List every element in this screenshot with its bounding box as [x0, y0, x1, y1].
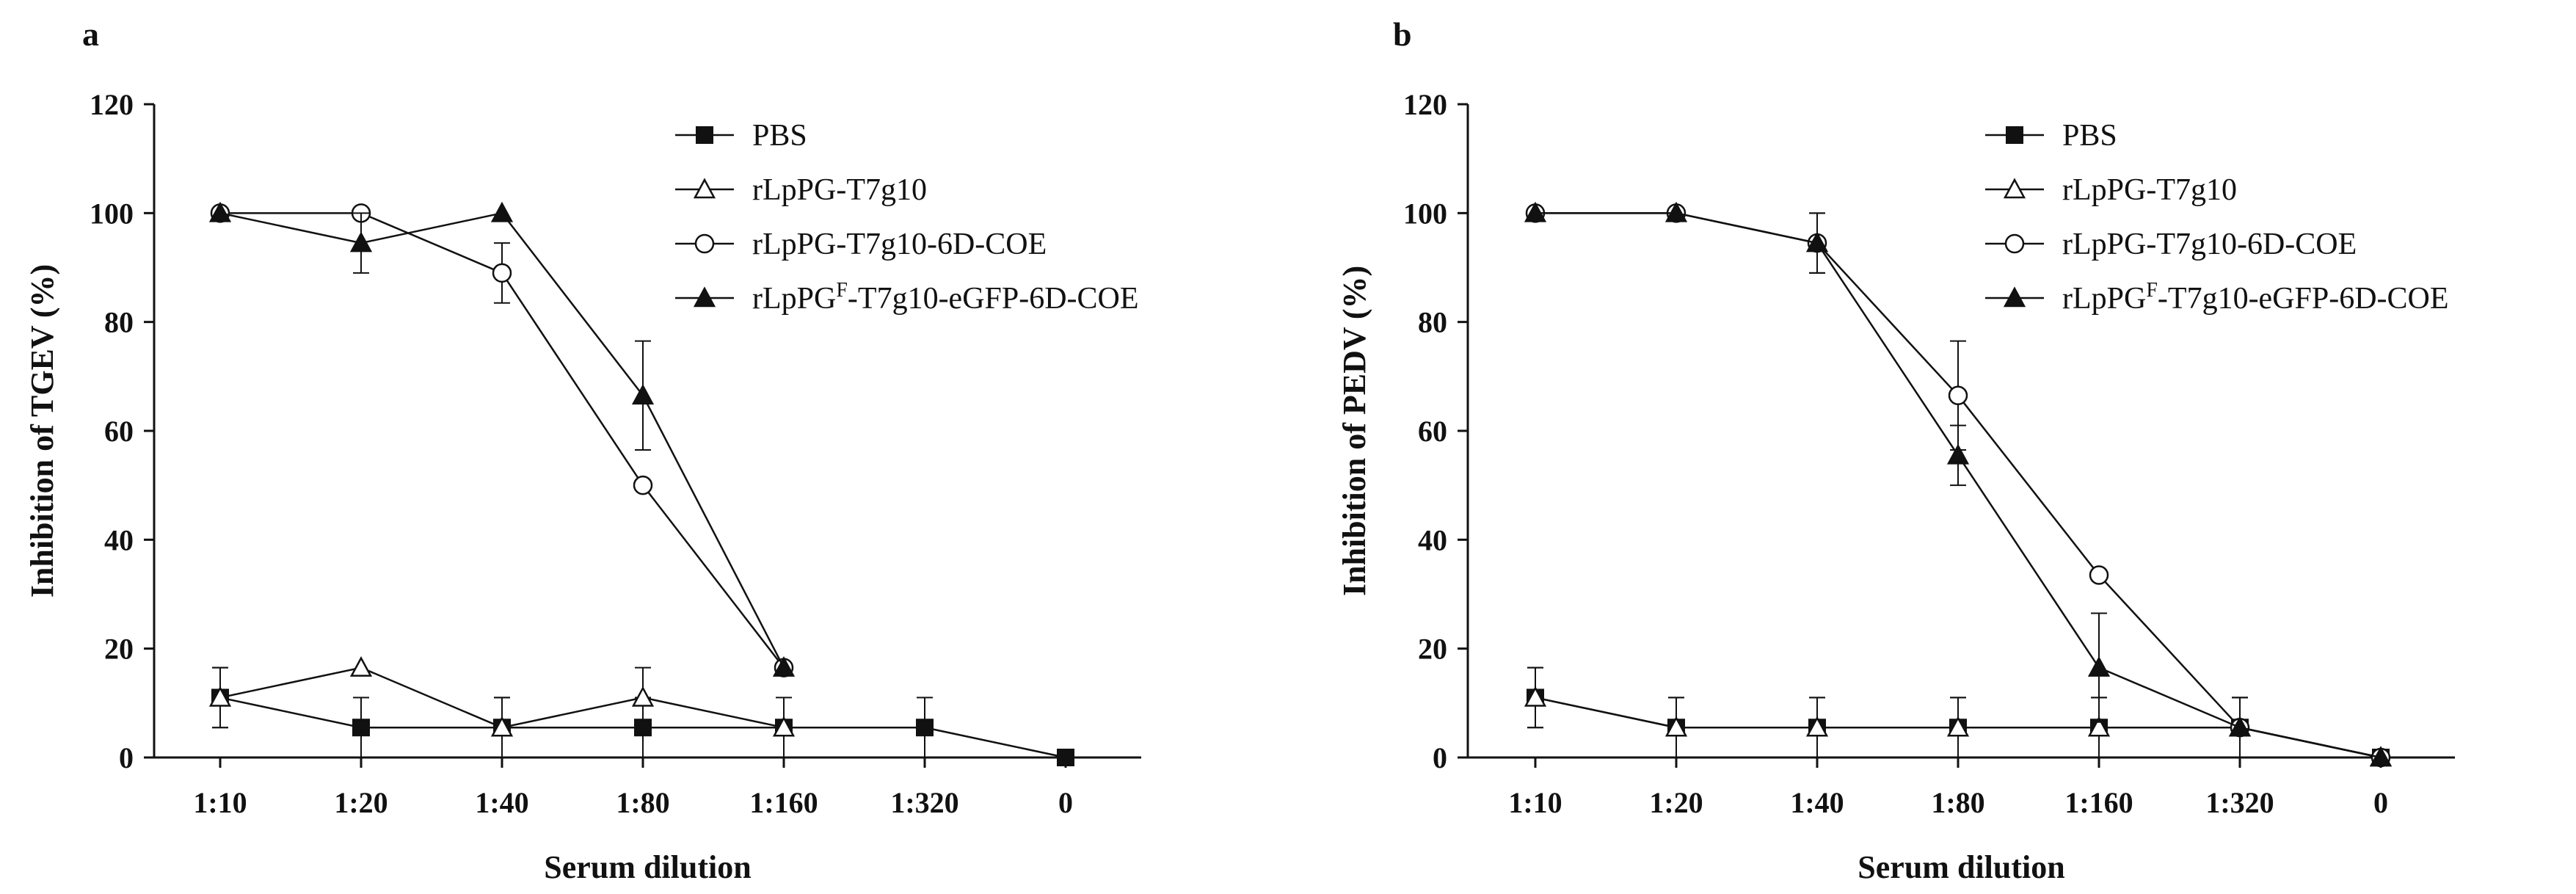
legend-entry: PBS: [752, 119, 807, 153]
marker-triangle: [693, 178, 716, 199]
x-tick-label: 1:40: [475, 786, 528, 819]
legend-entry: rLpPGF-T7g10-eGFP-6D-COE: [752, 279, 1139, 316]
marker-triangle: [2003, 178, 2026, 199]
legend-entry: rLpPG-T7g10-6D-COE: [2062, 228, 2357, 261]
series-3: [1524, 201, 2393, 767]
marker-square: [2006, 126, 2023, 144]
legend-entry: rLpPG-T7g10: [752, 173, 927, 207]
marker-square: [696, 126, 713, 144]
legend-entry-suffix: -T7g10-eGFP-6D-COE: [848, 282, 1139, 316]
marker-triangle: [631, 384, 655, 405]
marker-triangle: [1524, 201, 1547, 222]
marker-triangle: [2228, 716, 2252, 737]
x-tick-label: 1:40: [1790, 786, 1844, 819]
y-tick-label: 0: [119, 741, 134, 774]
legend: PBS rLpPG-T7g10 rLpPG-T7g10-6D-COE rLpPGF-T…: [675, 119, 1139, 316]
marker-triangle: [1805, 231, 1829, 252]
series-2: [210, 203, 794, 677]
panel-label: b: [1393, 15, 1412, 53]
legend-entry-superscript: F: [2146, 279, 2158, 302]
y-tick-label: 80: [104, 306, 134, 339]
x-tick-label: 1:320: [2205, 786, 2274, 819]
marker-circle: [492, 263, 512, 283]
y-tick-label: 40: [104, 523, 134, 556]
legend-entry: rLpPG-T7g10-6D-COE: [752, 228, 1047, 261]
marker-triangle: [349, 231, 373, 252]
marker-triangle: [631, 686, 655, 707]
y-tick-label: 20: [1418, 633, 1447, 666]
series-1: [1524, 666, 2393, 767]
marker-circle: [2089, 565, 2109, 585]
marker-triangle: [490, 201, 514, 222]
marker-circle: [633, 475, 653, 495]
y-axis-title: Inhibition of TGEV (%): [24, 264, 60, 597]
marker-square: [1057, 749, 1074, 766]
y-tick-label: 20: [104, 633, 134, 666]
marker-triangle: [2369, 746, 2393, 767]
legend: PBS rLpPG-T7g10 rLpPG-T7g10-6D-COE rLpPGF-T…: [1985, 119, 2449, 316]
y-tick-label: 0: [1433, 741, 1447, 774]
chart-panel-a: a 0 20 40 60 80 100 120 1:10 1:20 1:40 1:80 1:160 1:3…: [24, 15, 1141, 885]
x-tick-label: 0: [1058, 786, 1073, 819]
y-tick-label: 100: [1403, 197, 1447, 230]
legend-entry: rLpPGF-T7g10-eGFP-6D-COE: [2062, 279, 2449, 316]
y-tick-label: 120: [90, 88, 134, 121]
panel-label: a: [82, 15, 99, 53]
legend-entry: PBS: [2062, 119, 2117, 153]
legend-entry-superscript: F: [836, 279, 848, 302]
x-tick-label: 1:20: [1649, 786, 1703, 819]
x-tick-label: 1:20: [334, 786, 388, 819]
y-tick-label: 80: [1418, 306, 1447, 339]
y-tick-label: 60: [1418, 415, 1447, 448]
y-axis-title: Inhibition of PEDV (%): [1336, 266, 1372, 596]
marker-triangle: [2003, 286, 2026, 308]
marker-triangle: [1524, 686, 1547, 707]
series-1: [208, 655, 796, 758]
marker-triangle: [772, 716, 796, 737]
y-tick-label: 100: [90, 197, 134, 230]
x-axis-title: Serum dilution: [1858, 849, 2064, 885]
x-axis-title: Serum dilution: [544, 849, 751, 885]
legend-entry-name: rLpPG: [2062, 282, 2146, 316]
marker-triangle: [772, 655, 796, 677]
marker-triangle: [2087, 655, 2111, 677]
legend-entry-suffix: -T7g10-eGFP-6D-COE: [2158, 282, 2449, 316]
x-tick-label: 1:160: [2064, 786, 2133, 819]
marker-circle: [2004, 233, 2025, 254]
legend-entry: rLpPG-T7g10: [2062, 173, 2237, 207]
marker-square: [916, 719, 934, 737]
y-tick-label: 40: [1418, 523, 1447, 556]
marker-triangle: [693, 286, 716, 308]
marker-circle: [694, 233, 715, 254]
x-tick-label: 1:80: [616, 786, 669, 819]
marker-triangle: [490, 716, 514, 737]
x-tick-label: 1:160: [749, 786, 818, 819]
x-tick-label: 1:320: [890, 786, 958, 819]
x-tick-label: 1:10: [193, 786, 247, 819]
marker-square: [352, 719, 370, 737]
marker-triangle: [1946, 716, 1970, 737]
x-tick-label: 1:80: [1931, 786, 1984, 819]
marker-triangle: [1946, 443, 1970, 465]
legend-entry-name: rLpPG: [752, 282, 836, 316]
marker-triangle: [1805, 716, 1829, 737]
series-3: [208, 201, 796, 677]
marker-triangle: [349, 655, 373, 677]
y-tick-label: 120: [1403, 88, 1447, 121]
marker-circle: [1948, 385, 1968, 406]
chart-panel-b: b 0 20 40 60 80 100 120 1:10 1:20 1:40 1:80 1:160 1:3…: [1336, 15, 2455, 885]
x-tick-label: 1:10: [1508, 786, 1562, 819]
marker-triangle: [1664, 201, 1688, 222]
x-tick-label: 0: [2373, 786, 2388, 819]
marker-triangle: [1664, 716, 1688, 737]
marker-triangle: [2087, 716, 2111, 737]
marker-triangle: [208, 201, 232, 222]
y-tick-label: 60: [104, 415, 134, 448]
marker-triangle: [208, 686, 232, 707]
